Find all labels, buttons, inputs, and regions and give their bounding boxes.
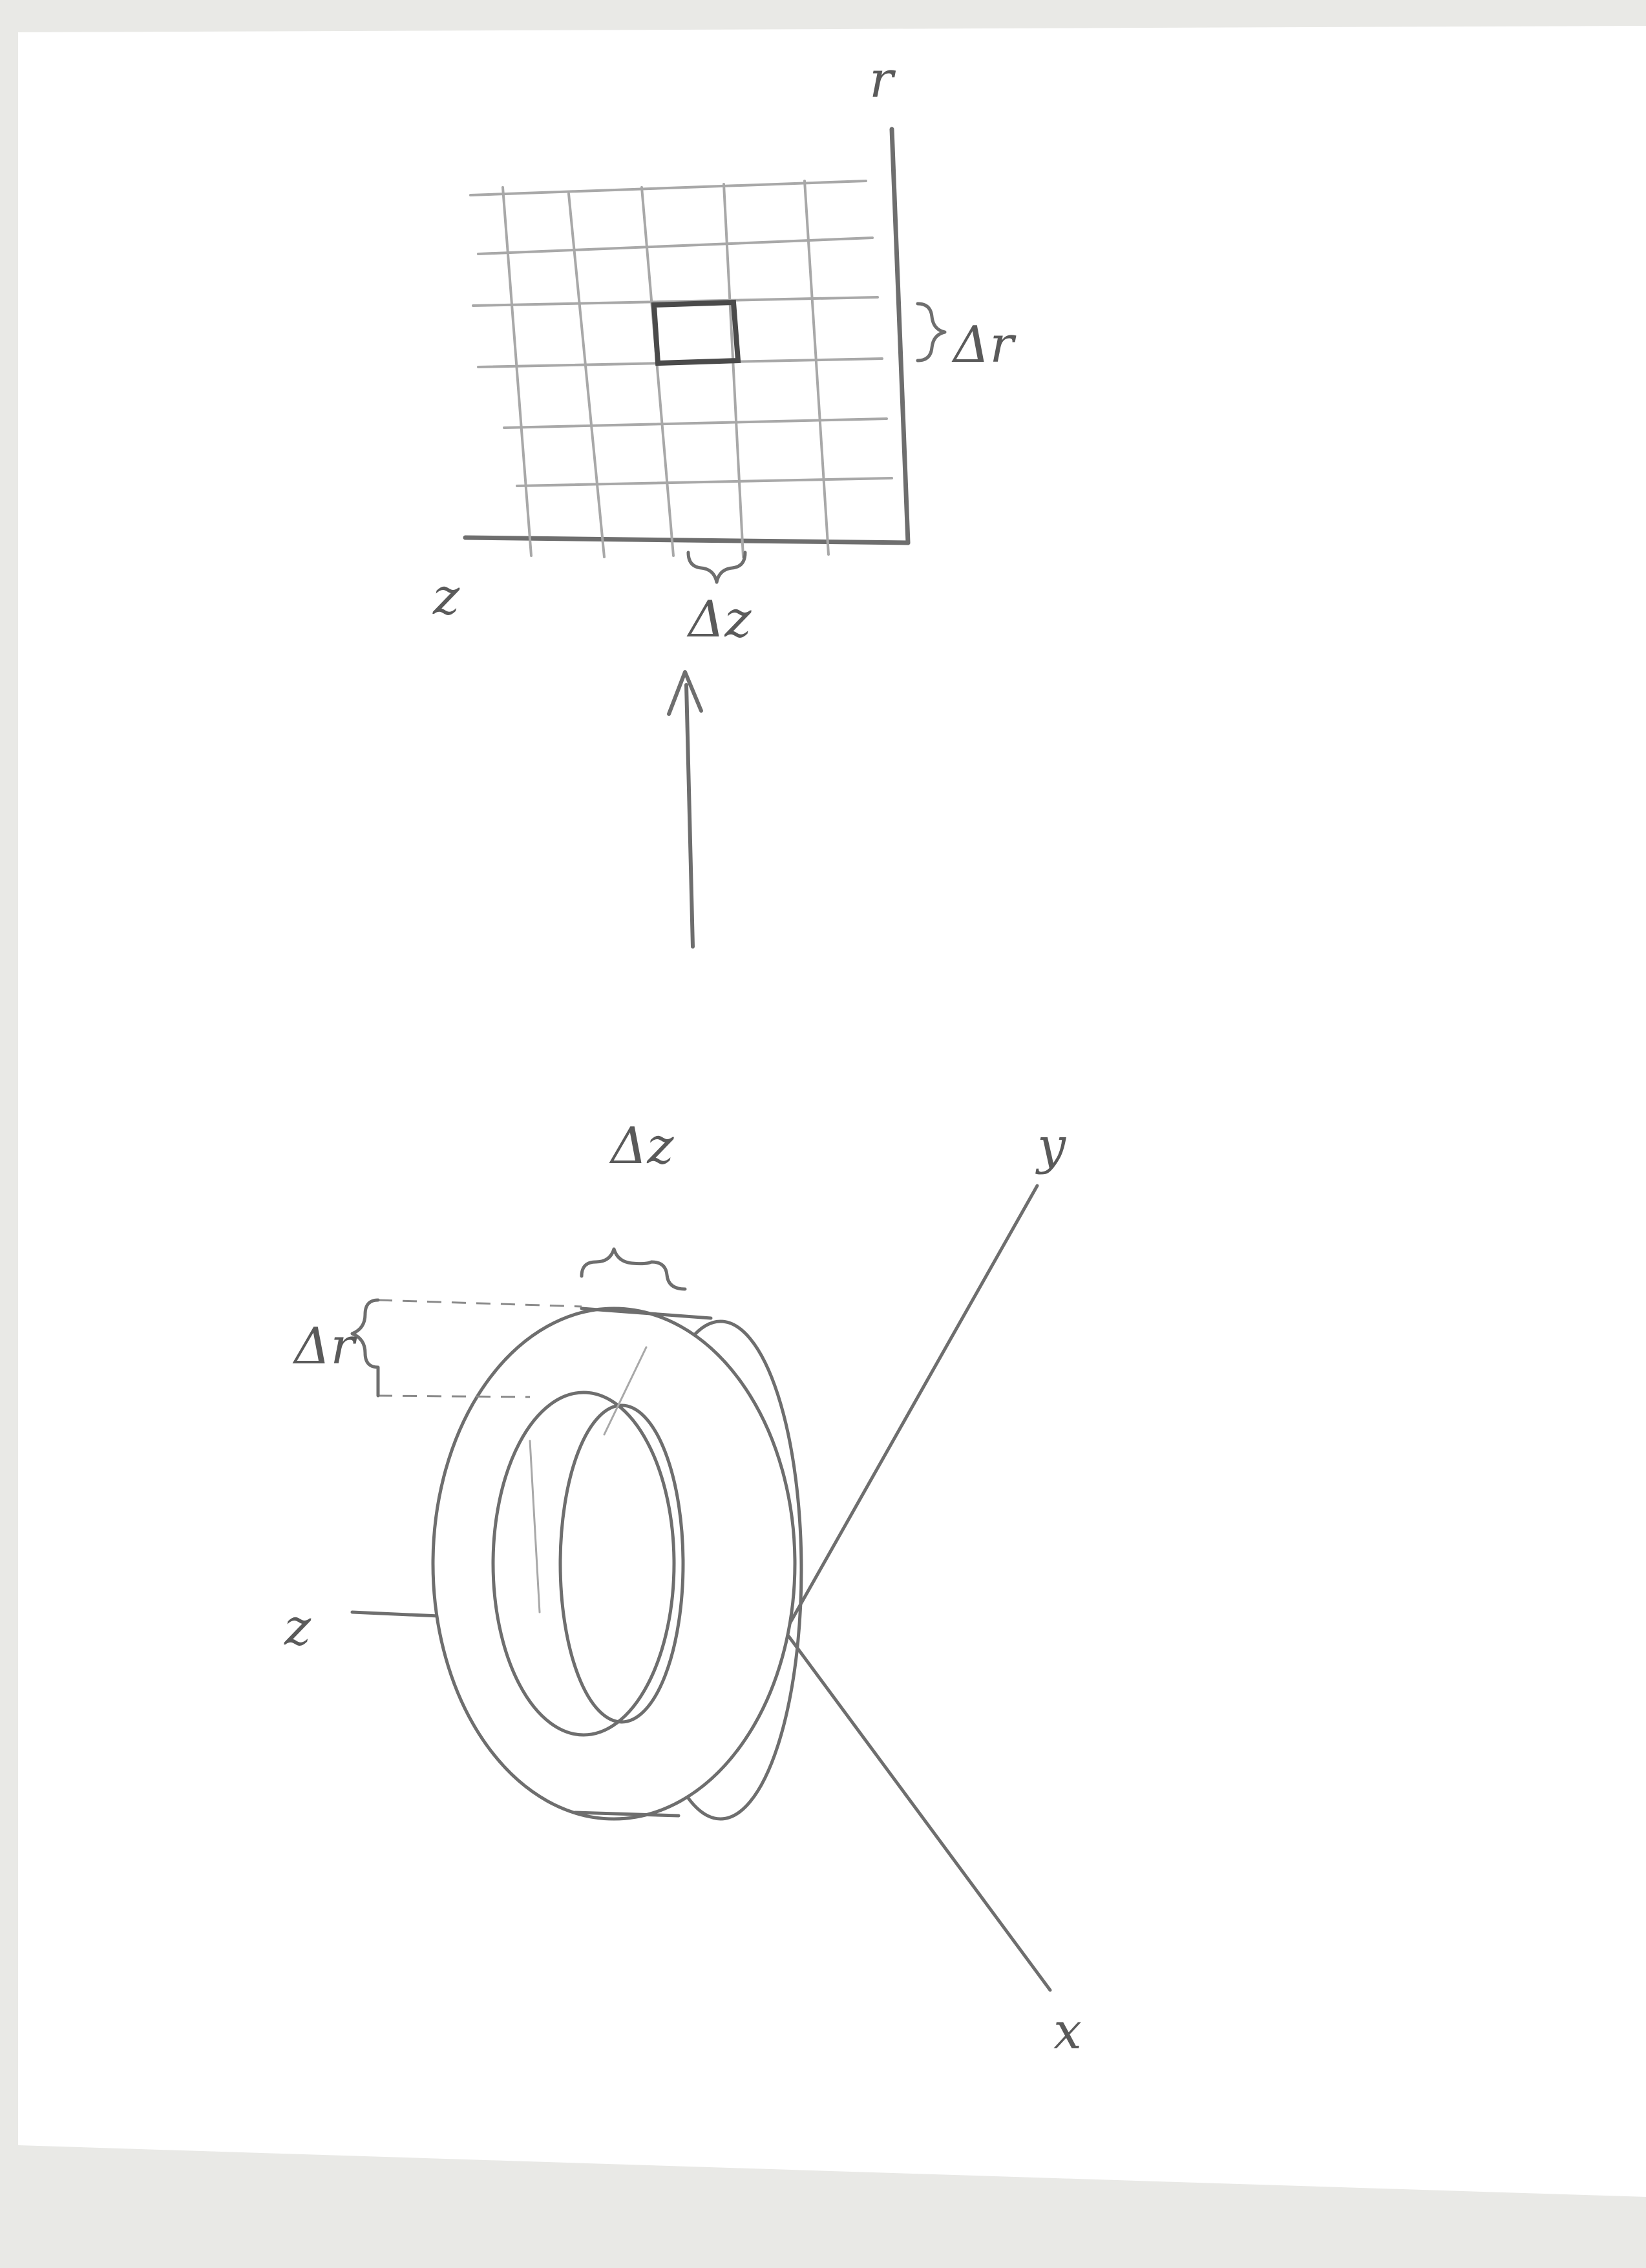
solid-x-axis-label: x <box>1053 2002 1082 2061</box>
highlighted-grid-cell <box>651 299 741 366</box>
grid-delta-r-label: Δr <box>951 316 1017 374</box>
r-axis-line <box>889 127 911 545</box>
solid-y-axis-label: y <box>1035 1117 1066 1175</box>
z-axis-line <box>463 535 911 545</box>
solid-delta-z-label: Δz <box>609 1117 674 1175</box>
delta-r-brace <box>916 302 947 362</box>
grid-delta-z-label: Δz <box>686 591 752 649</box>
grid-r-axis-label: r <box>869 51 896 109</box>
x-axis-3d <box>783 1630 1052 1992</box>
grid-view: r z Δr Δz <box>432 51 1017 649</box>
solid-delta-r-label: Δr <box>292 1318 357 1376</box>
grid-z-axis-label: z <box>432 568 460 626</box>
solid-delta-z-brace <box>580 1247 687 1291</box>
solid-z-axis-label: z <box>284 1599 311 1657</box>
ring-inner-front-edge <box>491 1391 676 1737</box>
delta-r-extension-top <box>377 1299 582 1308</box>
solid-delta-r-brace <box>350 1298 380 1398</box>
transform-arrow <box>667 670 703 949</box>
ring-inner-back-edge <box>558 1403 685 1724</box>
solid-view: z y x Δr Δz <box>284 1117 1082 2061</box>
ring-outer-front-edge <box>431 1307 797 1821</box>
delta-r-extension-bottom <box>377 1394 531 1398</box>
y-axis-3d <box>783 1184 1039 1633</box>
paper-sheet <box>18 26 1646 2197</box>
delta-z-brace <box>686 551 747 584</box>
grid-lines-vertical <box>501 180 830 558</box>
